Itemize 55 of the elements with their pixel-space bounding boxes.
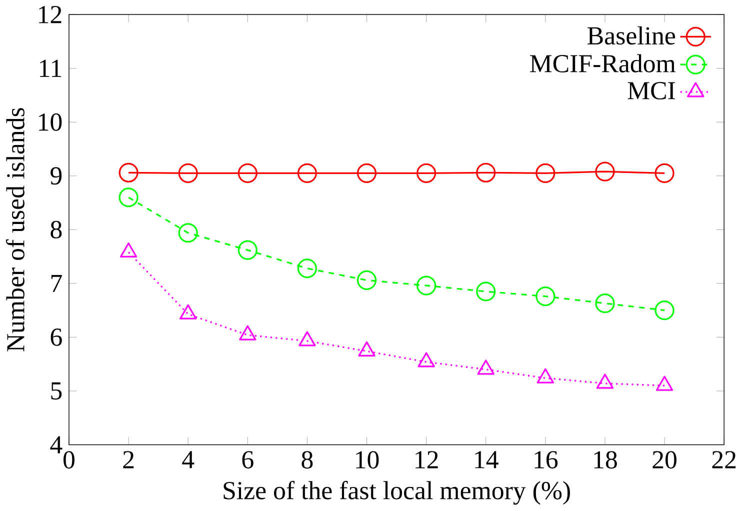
x-tick-label: 6 — [242, 451, 254, 469]
point — [418, 352, 435, 368]
y-tick-label: 12 — [39, 6, 62, 24]
point — [239, 325, 256, 341]
y-tick-label: 7 — [51, 275, 62, 292]
x-tick-label: 10 — [356, 451, 379, 469]
x-tick-label: 14 — [475, 451, 498, 468]
y-tick-label: 5 — [51, 382, 62, 400]
x-tick-label: 12 — [416, 451, 438, 468]
point — [416, 164, 436, 184]
point — [476, 282, 496, 302]
legend-label: MCIF-Radom — [530, 54, 676, 73]
point — [654, 300, 674, 320]
x-axis-title: Size of the fast local memory (%) — [224, 481, 570, 505]
y-tick-label: 9 — [50, 167, 62, 185]
x-tick-label: 22 — [712, 451, 736, 468]
point — [595, 162, 615, 182]
x-tick-label: 0 — [64, 451, 74, 469]
point — [297, 164, 317, 184]
y-axis-title: Number of used islands — [6, 108, 24, 352]
point — [656, 376, 674, 392]
point — [118, 163, 138, 183]
y-tick-label: 11 — [40, 60, 62, 78]
x-tick-label: 8 — [302, 451, 313, 469]
point — [596, 374, 614, 389]
point — [356, 164, 377, 184]
point — [477, 360, 494, 375]
y-tick-label: 8 — [50, 221, 62, 239]
point — [238, 240, 258, 260]
legend-label: Baseline — [588, 26, 676, 45]
point — [358, 342, 376, 357]
point — [416, 276, 436, 296]
x-tick-label: 18 — [594, 451, 617, 469]
point — [356, 270, 377, 290]
point — [536, 368, 554, 384]
point — [180, 304, 197, 320]
x-tick-label: 2 — [123, 451, 134, 468]
point — [536, 286, 556, 306]
legend-label: MCI — [628, 82, 675, 100]
x-tick-label: 16 — [534, 451, 558, 469]
point — [178, 164, 198, 184]
point — [476, 163, 496, 183]
y-tick-label: 10 — [39, 114, 62, 131]
x-tick-label: 4 — [182, 451, 194, 468]
x-tick-label: 20 — [652, 451, 676, 469]
point — [595, 294, 615, 314]
y-tick-label: 6 — [50, 328, 62, 346]
point — [238, 164, 258, 184]
point — [178, 223, 198, 243]
point — [298, 331, 316, 346]
y-tick-label: 4 — [50, 436, 62, 454]
point — [297, 258, 317, 278]
point — [654, 164, 674, 184]
point — [118, 188, 138, 208]
point — [536, 164, 556, 184]
